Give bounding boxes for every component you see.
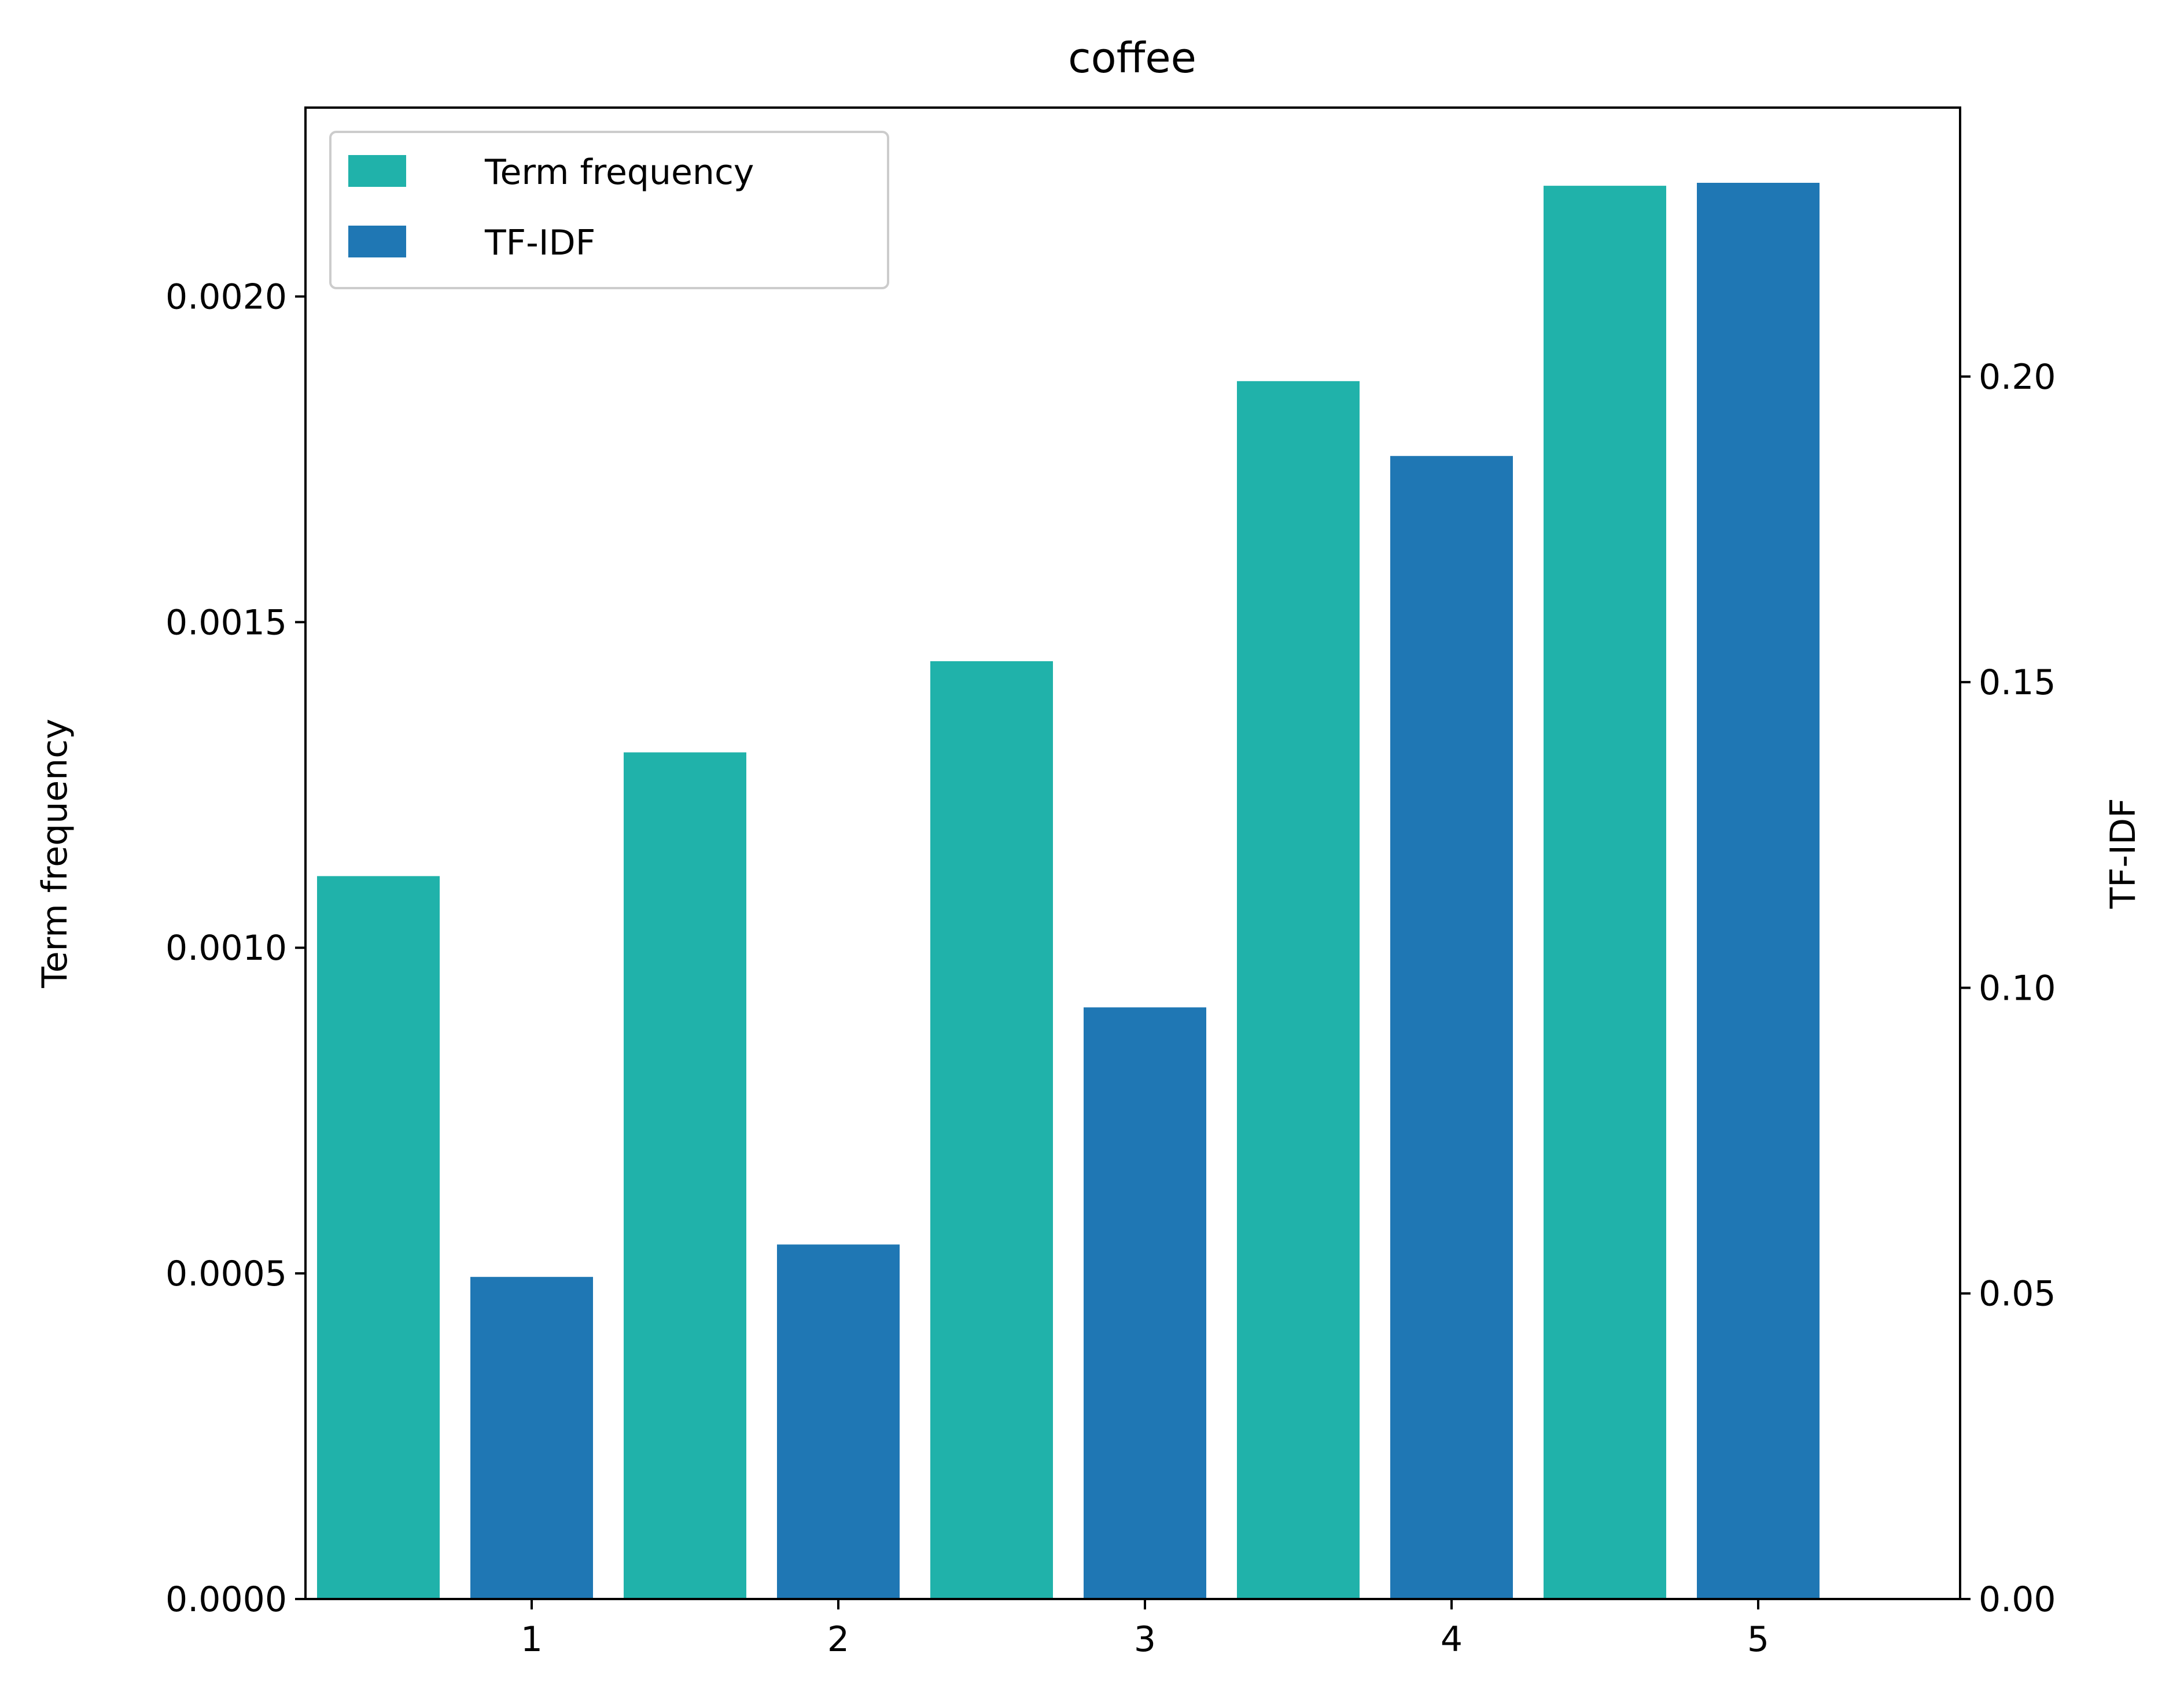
legend-label-term-frequency: Term frequency: [484, 152, 754, 193]
legend: Term frequency TF-IDF: [329, 131, 889, 289]
y-right-tick-label: 0.00: [1979, 1579, 2056, 1620]
x-tick-label: 5: [1747, 1619, 1769, 1660]
bar-tf-idf-3: [1084, 1007, 1206, 1599]
y-left-tick-label: 0.0015: [165, 602, 287, 643]
y-left-axis-label: Term frequency: [35, 719, 75, 988]
x-tick-label: 4: [1441, 1619, 1463, 1660]
chart-title: coffee: [1068, 34, 1196, 82]
plot-frame: [304, 106, 1961, 1600]
legend-swatch-term-frequency: [348, 155, 406, 187]
y-right-tick-label: 0.20: [1979, 357, 2056, 397]
bar-term-frequency-4: [1237, 381, 1360, 1599]
bar-tf-idf-2: [777, 1244, 900, 1599]
ticks-layer: 1 2 3 4 5 0.0000 0.0005 0.0010 0.0015 0.0020 0.00 0…: [165, 277, 2056, 1660]
legend-frame: [329, 131, 889, 289]
y-left-tick-label: 0.0000: [165, 1579, 287, 1620]
bar-term-frequency-5: [1544, 186, 1666, 1599]
bar-tf-idf-5: [1697, 183, 1820, 1599]
x-tick-label: 3: [1134, 1619, 1156, 1660]
bar-tf-idf-4: [1390, 456, 1513, 1600]
x-tick-label: 1: [521, 1619, 543, 1660]
bar-term-frequency-3: [930, 661, 1053, 1599]
y-left-tick-label: 0.0020: [165, 277, 287, 317]
bar-tf-idf-1: [470, 1277, 593, 1599]
y-right-tick-label: 0.05: [1979, 1274, 2056, 1314]
y-right-axis-label: TF-IDF: [2103, 798, 2144, 909]
y-left-tick-label: 0.0010: [165, 928, 287, 968]
y-right-tick-label: 0.15: [1979, 662, 2056, 703]
legend-swatch-tf-idf: [348, 226, 406, 257]
legend-label-tf-idf: TF-IDF: [484, 223, 595, 263]
bar-term-frequency-1: [317, 876, 440, 1599]
bar-term-frequency-2: [624, 752, 746, 1599]
x-tick-label: 2: [827, 1619, 849, 1660]
y-right-tick-label: 0.10: [1979, 968, 2056, 1008]
bars-layer: [317, 183, 1820, 1600]
y-left-tick-label: 0.0005: [165, 1254, 287, 1294]
